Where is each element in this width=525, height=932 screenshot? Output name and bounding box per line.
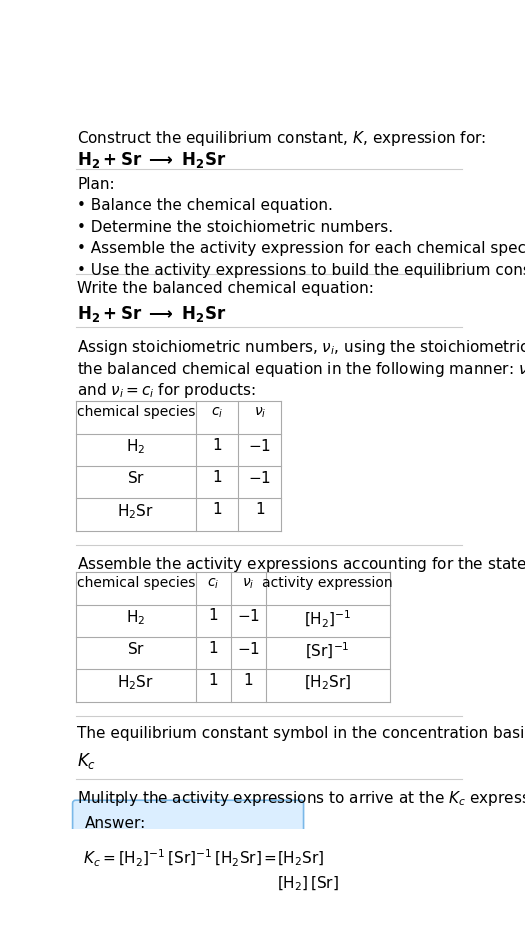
- Text: $-1$: $-1$: [237, 609, 260, 624]
- Text: Write the balanced chemical equation:: Write the balanced chemical equation:: [77, 281, 374, 296]
- Text: $\mathrm{H_2Sr}$: $\mathrm{H_2Sr}$: [117, 502, 154, 521]
- Text: the balanced chemical equation in the following manner: $\nu_i = -c_i$ for react: the balanced chemical equation in the fo…: [77, 360, 525, 378]
- Text: chemical species: chemical species: [77, 405, 195, 419]
- Text: Assign stoichiometric numbers, $\nu_i$, using the stoichiometric coefficients, $: Assign stoichiometric numbers, $\nu_i$, …: [77, 338, 525, 357]
- Text: 1: 1: [255, 502, 265, 517]
- Text: 1: 1: [212, 502, 222, 517]
- Text: $[\mathrm{H_2}]^{-1}$: $[\mathrm{H_2}]^{-1}$: [304, 609, 351, 630]
- Text: $\mathrm{H_2}$: $\mathrm{H_2}$: [126, 609, 145, 627]
- Text: $\mathbf{H_2 + Sr\ \longrightarrow\ H_2Sr}$: $\mathbf{H_2 + Sr\ \longrightarrow\ H_2S…: [77, 150, 226, 171]
- FancyBboxPatch shape: [72, 801, 303, 928]
- Text: $\mathrm{H_2Sr}$: $\mathrm{H_2Sr}$: [117, 673, 154, 692]
- Text: 1: 1: [208, 641, 218, 656]
- Text: The equilibrium constant symbol in the concentration basis is:: The equilibrium constant symbol in the c…: [77, 726, 525, 741]
- Text: 1: 1: [212, 470, 222, 485]
- Text: $[\mathrm{H_2}]\,[\mathrm{Sr}]$: $[\mathrm{H_2}]\,[\mathrm{Sr}]$: [277, 874, 339, 893]
- Text: $\mathrm{Sr}$: $\mathrm{Sr}$: [127, 641, 145, 657]
- Text: $\nu_i$: $\nu_i$: [254, 405, 266, 419]
- Text: Answer:: Answer:: [85, 816, 146, 830]
- Text: 1: 1: [208, 609, 218, 624]
- Text: $-1$: $-1$: [248, 470, 271, 486]
- Text: $\mathbf{H_2 + Sr\ \longrightarrow\ H_2Sr}$: $\mathbf{H_2 + Sr\ \longrightarrow\ H_2S…: [77, 305, 226, 324]
- Text: • Use the activity expressions to build the equilibrium constant expression.: • Use the activity expressions to build …: [77, 263, 525, 278]
- Text: and $\nu_i = c_i$ for products:: and $\nu_i = c_i$ for products:: [77, 381, 256, 401]
- Text: $K_c = [\mathrm{H_2}]^{-1}\,[\mathrm{Sr}]^{-1}\,[\mathrm{H_2Sr}] = $: $K_c = [\mathrm{H_2}]^{-1}\,[\mathrm{Sr}…: [83, 848, 278, 869]
- Text: $\nu_i$: $\nu_i$: [242, 576, 254, 591]
- Text: 1: 1: [243, 673, 253, 688]
- Text: Mulitply the activity expressions to arrive at the $K_c$ expression:: Mulitply the activity expressions to arr…: [77, 789, 525, 808]
- Text: chemical species: chemical species: [77, 576, 195, 590]
- Text: activity expression: activity expression: [262, 576, 393, 590]
- Text: Assemble the activity expressions accounting for the state of matter and $\nu_i$: Assemble the activity expressions accoun…: [77, 555, 525, 574]
- Text: • Assemble the activity expression for each chemical species.: • Assemble the activity expression for e…: [77, 241, 525, 256]
- Text: Construct the equilibrium constant, $K$, expression for:: Construct the equilibrium constant, $K$,…: [77, 129, 487, 148]
- Text: $c_i$: $c_i$: [211, 405, 223, 419]
- Text: 1: 1: [208, 673, 218, 688]
- Text: $[\mathrm{H_2Sr}]$: $[\mathrm{H_2Sr}]$: [304, 673, 351, 692]
- Text: Plan:: Plan:: [77, 176, 115, 191]
- Text: $[\mathrm{Sr}]^{-1}$: $[\mathrm{Sr}]^{-1}$: [305, 641, 350, 661]
- Text: • Determine the stoichiometric numbers.: • Determine the stoichiometric numbers.: [77, 220, 393, 235]
- Text: $-1$: $-1$: [248, 437, 271, 454]
- Text: • Balance the chemical equation.: • Balance the chemical equation.: [77, 199, 333, 213]
- Text: $K_c$: $K_c$: [77, 751, 97, 771]
- Text: $\mathrm{H_2}$: $\mathrm{H_2}$: [126, 437, 145, 457]
- Text: $-1$: $-1$: [237, 641, 260, 657]
- Text: 1: 1: [212, 437, 222, 453]
- Text: $c_i$: $c_i$: [207, 576, 219, 591]
- Text: $[\mathrm{H_2Sr}]$: $[\mathrm{H_2Sr}]$: [277, 849, 324, 868]
- Text: $\mathrm{Sr}$: $\mathrm{Sr}$: [127, 470, 145, 486]
